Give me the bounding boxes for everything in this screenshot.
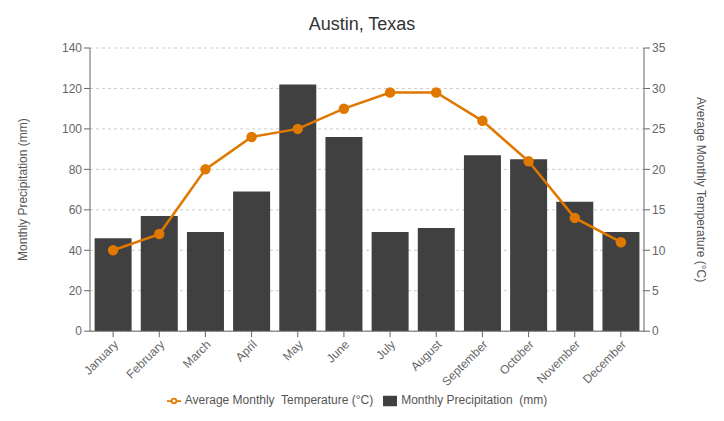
svg-text:September: September [439, 337, 490, 388]
svg-text:June: June [324, 337, 353, 366]
svg-text:20: 20 [69, 284, 83, 298]
svg-text:25: 25 [652, 122, 666, 136]
svg-text:November: November [534, 337, 583, 386]
html-text:Austin, Texas: Austin, Texas [308, 14, 416, 34]
svg-text:October: October [497, 337, 537, 377]
svg-text:Monthly Precipitation (mm): Monthly Precipitation (mm) [16, 118, 30, 261]
svg-text:120: 120 [62, 82, 82, 96]
svg-text:80: 80 [69, 163, 83, 177]
svg-text:0: 0 [75, 324, 82, 338]
svg-text:December: December [580, 337, 629, 386]
svg-text:April: April [233, 337, 260, 364]
svg-text:Average Monthly Temperature (°: Average Monthly Temperature (°C) [694, 97, 708, 282]
svg-text:5: 5 [652, 284, 659, 298]
svg-text:20: 20 [652, 163, 666, 177]
svg-text:40: 40 [69, 244, 83, 258]
svg-text:30: 30 [652, 82, 666, 96]
html-text:Average Monthly Temperature (°: Average Monthly Temperature (°C) [184, 393, 374, 408]
svg-text:0: 0 [652, 324, 659, 338]
svg-text:60: 60 [69, 203, 83, 217]
svg-text:10: 10 [652, 244, 666, 258]
svg-text:February: February [124, 337, 168, 381]
svg-text:35: 35 [652, 41, 666, 55]
svg-text:May: May [280, 337, 306, 363]
html-text:Monthly Precipitation (mm): Monthly Precipitation (mm) [401, 393, 548, 408]
svg-text:July: July [373, 337, 398, 362]
svg-text:15: 15 [652, 203, 666, 217]
svg-text:100: 100 [62, 122, 82, 136]
svg-text:January: January [81, 337, 121, 377]
svg-text:140: 140 [62, 41, 82, 55]
svg-text:August: August [408, 337, 445, 374]
svg-text:March: March [180, 337, 213, 370]
